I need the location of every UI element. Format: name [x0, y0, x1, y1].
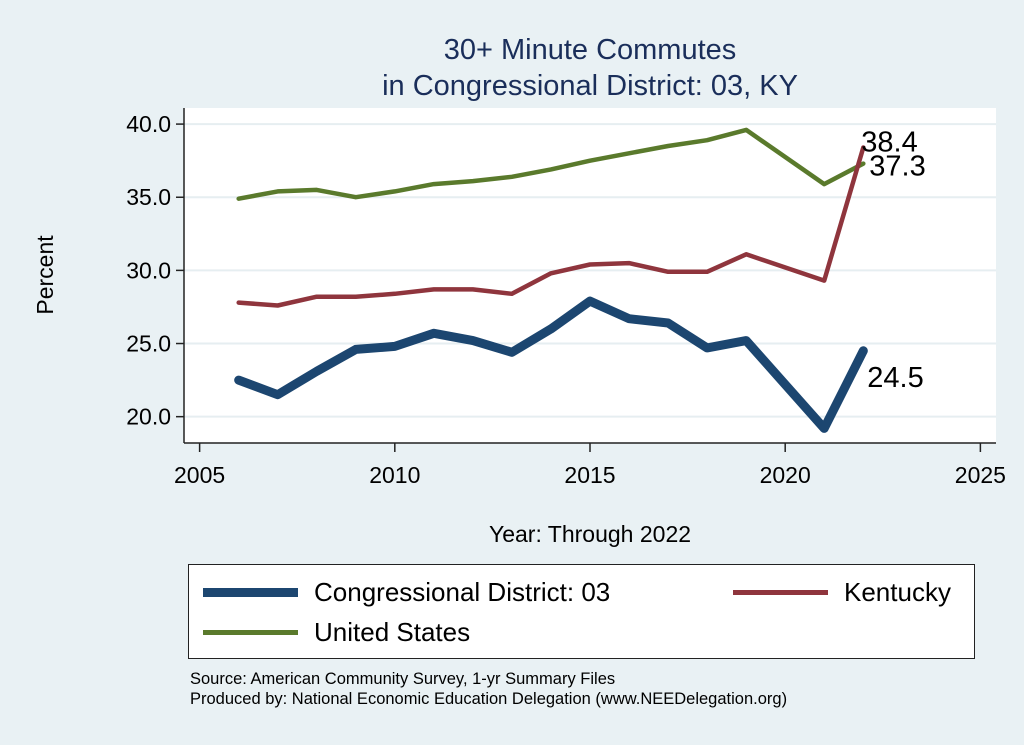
- y-axis-title: Percent: [32, 235, 58, 315]
- legend-label-kentucky: Kentucky: [844, 577, 951, 607]
- legend-label-district: Congressional District: 03: [314, 577, 611, 607]
- chart: 30+ Minute Commutes in Congressional Dis…: [32, 34, 1006, 547]
- chart-title-line-1: 30+ Minute Commutes: [444, 34, 737, 66]
- series-line-congressional-district-03: [234, 296, 868, 433]
- produced-by-note: Produced by: National Economic Education…: [190, 690, 788, 708]
- series-line-kentucky: [236, 145, 866, 308]
- y-tick-label: 35.0: [126, 184, 171, 210]
- y-tick-label: 40.0: [126, 111, 171, 137]
- x-tick-label: 2010: [369, 462, 420, 488]
- end-value-label: 37.3: [869, 151, 925, 183]
- y-tick-label: 20.0: [126, 404, 171, 430]
- y-tick-label: 25.0: [126, 331, 171, 357]
- source-note: Source: American Community Survey, 1-yr …: [190, 670, 616, 688]
- x-axis-title: Year: Through 2022: [489, 521, 691, 547]
- legend-swatch-district: [203, 588, 298, 597]
- legend-item-district: Congressional District: 03: [203, 577, 610, 608]
- end-value-label: 38.4: [861, 126, 917, 158]
- x-tick-label: 2020: [760, 462, 811, 488]
- series-group: [234, 127, 868, 433]
- y-tick-label: 30.0: [126, 257, 171, 283]
- data-labels: 24.5 38.437.3: [861, 126, 925, 393]
- series-line-united-states: [236, 127, 866, 201]
- legend-label-united-states: United States: [314, 617, 471, 647]
- end-value-label: 24.5: [867, 362, 923, 394]
- x-tick-label: 2005: [174, 462, 225, 488]
- legend-swatch-kentucky: [733, 590, 828, 595]
- legend-swatch-united-states: [203, 630, 298, 635]
- axes: 20.0 25.0 30.0 35.0 40.0 2005 2010 2015 2020 2025: [126, 108, 1006, 488]
- x-tick-label: 2015: [564, 462, 615, 488]
- legend: Congressional District: 03 Kentucky Unit…: [188, 564, 975, 659]
- x-tick-label: 2025: [955, 462, 1006, 488]
- gridlines: [184, 123, 996, 418]
- legend-item-kentucky: Kentucky: [733, 577, 951, 608]
- legend-item-united-states: United States: [203, 617, 470, 648]
- chart-title-line-2: in Congressional District: 03, KY: [382, 70, 798, 102]
